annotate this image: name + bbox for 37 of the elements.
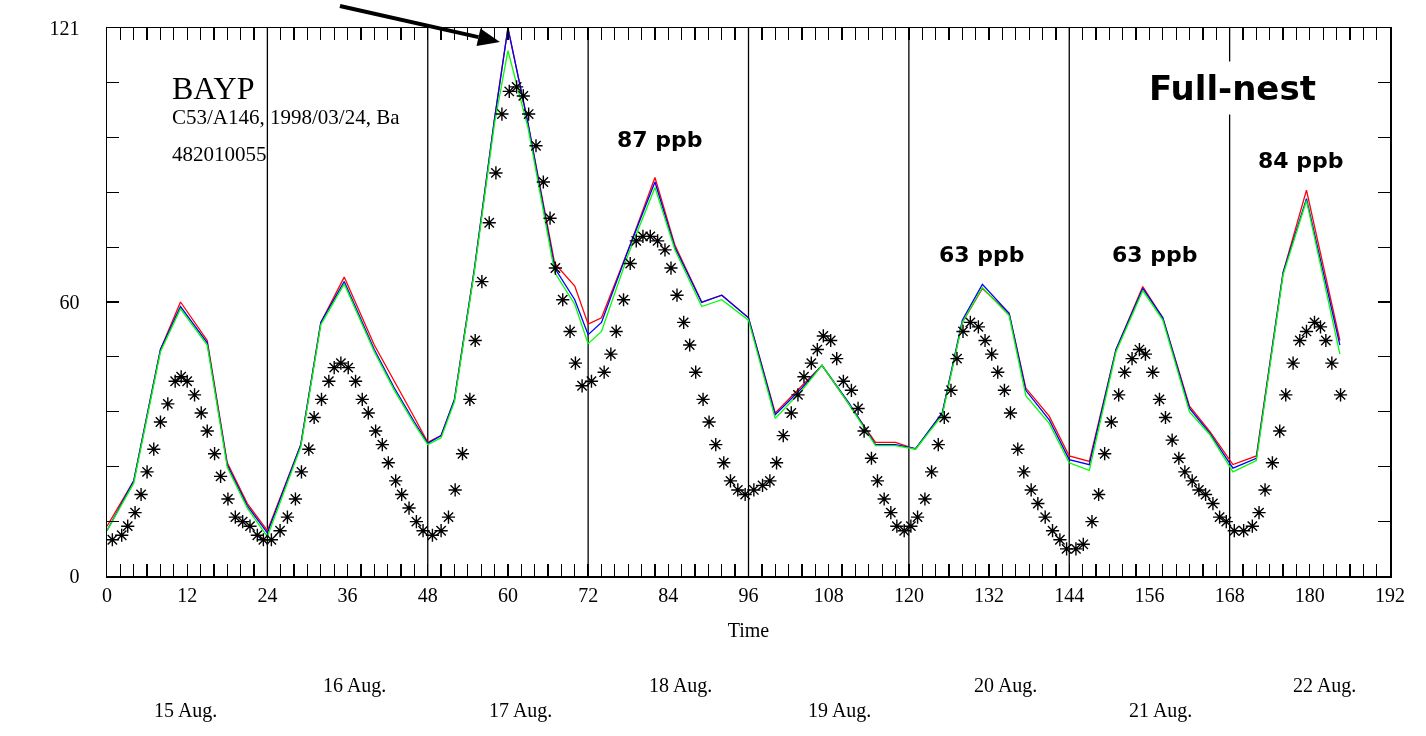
text: 20 Aug. <box>974 674 1038 697</box>
x-tick-label: 180 <box>1294 583 1325 606</box>
annotation: 482010055 <box>172 142 267 166</box>
text: 19 Aug. <box>808 699 872 722</box>
text: 15 Aug. <box>154 699 218 722</box>
y-tick-label: 121 <box>49 17 80 39</box>
annotation: Full-nest <box>1149 68 1316 108</box>
x-tick-label: 48 <box>417 583 438 606</box>
x-tick-label: 36 <box>337 583 358 606</box>
annotation: 63 ppb <box>1112 242 1198 267</box>
x-tick-label: 192 <box>1375 583 1405 606</box>
x-tick-label: 0 <box>102 583 112 606</box>
text: 21 Aug. <box>1129 699 1193 722</box>
text: 16 Aug. <box>323 674 387 697</box>
x-tick-label: 120 <box>893 583 924 606</box>
x-tick-label: 72 <box>578 583 599 606</box>
x-tick-label: 60 <box>497 583 518 606</box>
text: 18 Aug. <box>649 674 713 697</box>
y-tick-label: 60 <box>59 291 80 313</box>
x-tick-label: 12 <box>177 583 198 606</box>
annotation: BAYP <box>172 70 255 106</box>
annotation: 63 ppb <box>939 242 1025 267</box>
x-tick-label: 132 <box>974 583 1005 606</box>
text: 17 Aug. <box>489 699 553 722</box>
x-tick-label: 156 <box>1134 583 1165 606</box>
annotation: 84 ppb <box>1258 148 1344 173</box>
annotation: 87 ppb <box>617 127 703 152</box>
text: 22 Aug. <box>1293 674 1357 697</box>
x-tick-label: 168 <box>1214 583 1245 606</box>
x-axis-title: Time <box>727 618 770 641</box>
x-tick-label: 144 <box>1054 583 1085 606</box>
annotation: C53/A146, 1998/03/24, Ba <box>172 105 401 129</box>
x-tick-label: 84 <box>658 583 679 606</box>
x-tick-label: 24 <box>257 583 278 606</box>
x-tick-label: 108 <box>813 583 844 606</box>
x-tick-label: 96 <box>738 583 759 606</box>
y-tick-label: 0 <box>69 565 80 587</box>
